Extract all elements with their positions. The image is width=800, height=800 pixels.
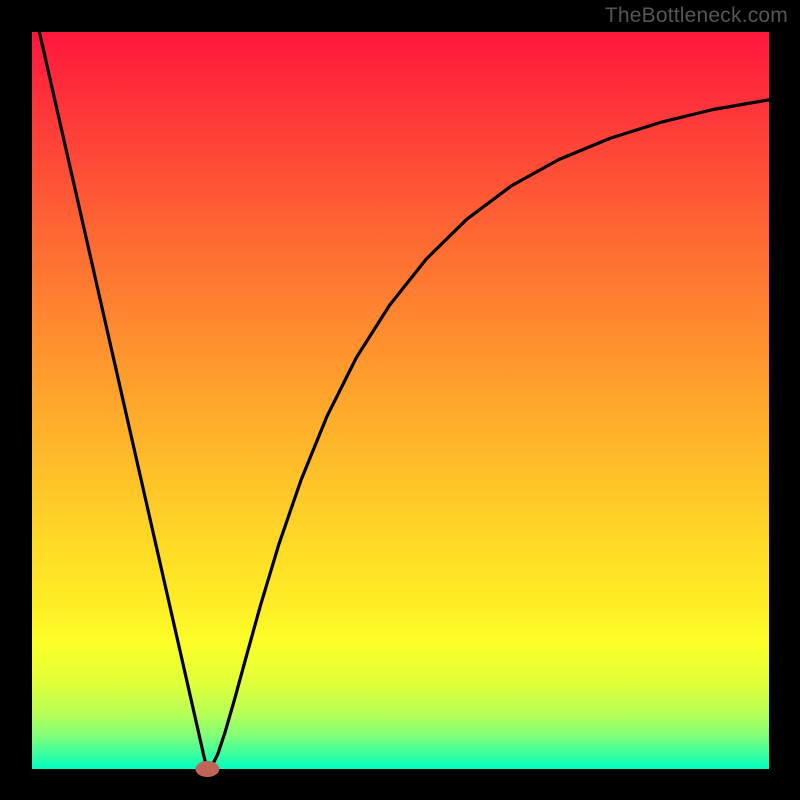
plot-area	[32, 32, 769, 769]
chart-container: TheBottleneck.com	[0, 0, 800, 800]
bottleneck-chart	[0, 0, 800, 800]
watermark-text: TheBottleneck.com	[605, 4, 788, 28]
vertex-marker	[195, 761, 219, 777]
